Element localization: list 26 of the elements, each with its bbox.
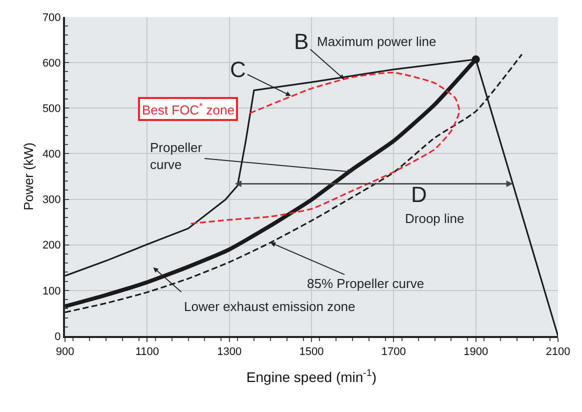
x-tick-label: 1900 xyxy=(464,346,488,358)
annotation: Maximum power line xyxy=(317,34,436,49)
y-tick-label: 700 xyxy=(42,12,61,24)
x-tick-label: 1100 xyxy=(135,346,159,358)
y-tick-label: 500 xyxy=(42,102,61,115)
annotation: 85% Propeller curve xyxy=(307,276,424,291)
y-tick-label: 300 xyxy=(42,194,61,206)
y-tick-label: 200 xyxy=(42,240,61,252)
x-tick-label: 1500 xyxy=(299,346,324,358)
annotation: Droop line xyxy=(405,211,464,226)
y-tick-label: 100 xyxy=(42,285,61,298)
annotation: C xyxy=(230,57,246,82)
annotation: Lower exhaust emission zone xyxy=(184,299,356,314)
x-tick-label: 900 xyxy=(56,346,74,358)
annotation: Propeller curve xyxy=(150,140,203,172)
annotation: B xyxy=(294,29,309,54)
y-axis-title: Power (kW) xyxy=(20,142,36,210)
x-tick-label: 1700 xyxy=(381,346,406,358)
annotation: Best FOC$^{*}$ zone xyxy=(142,101,234,118)
x-tick-label: 1300 xyxy=(217,346,242,358)
x-tick-label: 2100 xyxy=(546,346,570,358)
y-tick-label: 0 xyxy=(54,330,61,343)
y-tick-label: 400 xyxy=(42,148,61,161)
annotation: D xyxy=(411,182,427,207)
y-tick-label: 600 xyxy=(42,57,61,70)
x-axis-title: Engine speed (min$^{-1}$) xyxy=(246,368,377,385)
